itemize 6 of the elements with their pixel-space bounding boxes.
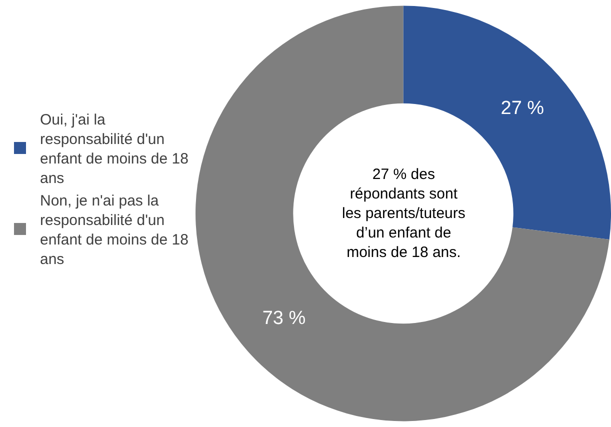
donut-slice	[196, 6, 610, 422]
legend-label: Oui, j'ai la responsabilité d'un enfant de moins de 18 ans	[40, 112, 188, 188]
legend-label: Non, je n'ai pas la responsabilité d'un enfant de moins de 18 ans	[40, 192, 188, 268]
data-label: 73 %	[262, 308, 306, 330]
data-label: 27 %	[500, 98, 544, 119]
text: 27 % des répondants sont les parents/tuteurs d’un enfant de moins de 18 ans.	[342, 166, 466, 261]
